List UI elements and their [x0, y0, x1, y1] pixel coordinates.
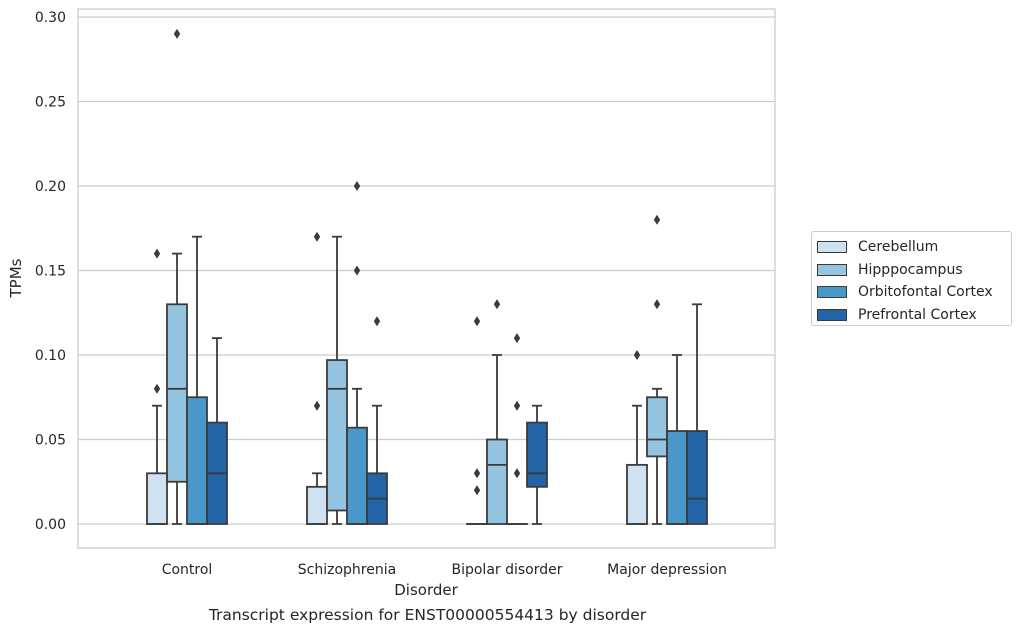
legend-item: Prefrontal Cortex [817, 304, 1011, 327]
outlier-point [494, 299, 500, 309]
box-group [347, 181, 367, 524]
box-group [207, 338, 227, 524]
outlier-point [514, 401, 520, 411]
box-group [647, 215, 667, 524]
box [307, 487, 327, 524]
outlier-point [474, 485, 480, 495]
legend: Cerebellum Hipppocampus Orbitofontal Cor… [811, 231, 1012, 326]
axis-layer: 0.00 0.05 0.10 0.15 0.20 0.25 0.30 Control Schiz… [35, 9, 775, 578]
box-group [147, 249, 167, 524]
legend-swatch [817, 264, 847, 276]
outlier-point [474, 316, 480, 326]
y-tick-label: 0.00 [35, 517, 66, 533]
x-axis-label: Disorder [394, 581, 458, 599]
box [667, 431, 687, 524]
x-tick-label: Bipolar disorder [451, 562, 562, 578]
legend-swatch [817, 286, 847, 298]
outlier-point [154, 384, 160, 394]
legend-swatch [817, 241, 847, 253]
box-group [667, 355, 687, 524]
box [687, 431, 707, 524]
outlier-point [654, 299, 660, 309]
box-group [527, 406, 547, 524]
box-group [327, 237, 347, 524]
box-group [167, 29, 187, 524]
outlier-point [154, 249, 160, 259]
outlier-point [654, 215, 660, 225]
outlier-point [354, 181, 360, 191]
box [527, 423, 547, 487]
box-group [467, 316, 487, 524]
legend-item: Cerebellum [817, 236, 1011, 259]
outlier-point [634, 350, 640, 360]
legend-label: Hipppocampus [858, 262, 963, 278]
x-tick-label: Major depression [607, 562, 727, 578]
box [167, 304, 187, 481]
legend-swatch [817, 309, 847, 321]
y-axis-label: TPMs [7, 258, 25, 298]
y-tick-label: 0.10 [35, 348, 66, 364]
box-group [507, 333, 527, 524]
y-tick-label: 0.30 [35, 10, 66, 26]
box-group [187, 237, 207, 524]
legend-item: Hipppocampus [817, 259, 1011, 282]
outlier-point [514, 333, 520, 343]
box-group [487, 299, 507, 524]
box [327, 360, 347, 510]
outlier-point [514, 468, 520, 478]
box [487, 440, 507, 525]
y-tick-label: 0.20 [35, 179, 66, 195]
box [347, 428, 367, 524]
y-tick-label: 0.05 [35, 433, 66, 449]
y-tick-label: 0.25 [35, 95, 66, 111]
outlier-point [174, 29, 180, 39]
box [647, 397, 667, 456]
outlier-point [474, 468, 480, 478]
legend-label: Prefrontal Cortex [858, 307, 977, 323]
legend-label: Cerebellum [858, 239, 938, 255]
chart-caption: Transcript expression for ENST0000055441… [0, 606, 855, 624]
legend-item: Orbitofontal Cortex [817, 281, 1011, 304]
box [187, 397, 207, 524]
box-group [367, 316, 387, 524]
box-group [687, 304, 707, 524]
outlier-point [374, 316, 380, 326]
outlier-point [354, 266, 360, 276]
box-group [307, 232, 327, 524]
outlier-point [314, 401, 320, 411]
box-group [627, 350, 647, 524]
box [147, 473, 167, 524]
y-tick-label: 0.15 [35, 264, 66, 280]
outlier-point [314, 232, 320, 242]
legend-label: Orbitofontal Cortex [858, 284, 993, 300]
marks-layer [147, 29, 707, 524]
box [627, 465, 647, 524]
x-tick-label: Control [162, 562, 213, 578]
x-tick-label: Schizophrenia [298, 562, 396, 578]
